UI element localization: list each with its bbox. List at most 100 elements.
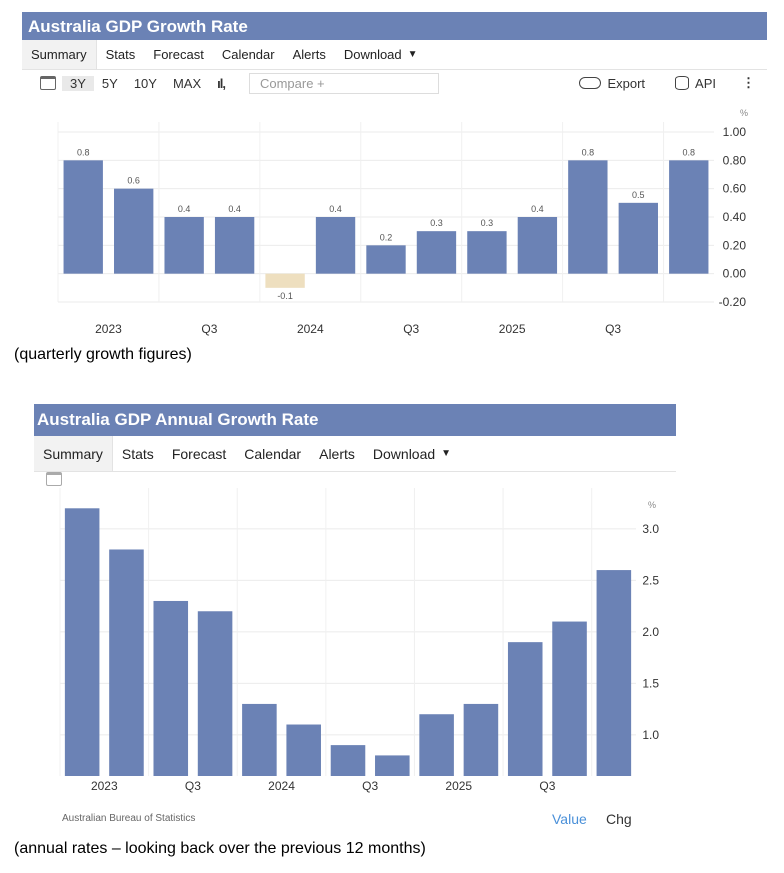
x-tick-label: 2025	[499, 322, 526, 336]
data-label: 0.4	[178, 204, 191, 214]
bar	[419, 714, 454, 776]
data-label: 0.4	[329, 204, 342, 214]
export-button[interactable]: Export	[607, 75, 646, 91]
bar	[114, 188, 154, 274]
data-label: 0.4	[531, 204, 544, 214]
y-tick-label: 2.5	[642, 573, 659, 587]
chart-title: Australia GDP Annual Growth Rate	[34, 404, 676, 436]
range-5y[interactable]: 5Y	[101, 75, 118, 91]
tab-download[interactable]: Download ▼	[364, 436, 460, 471]
bar	[286, 724, 321, 776]
bar	[164, 217, 204, 274]
bar	[517, 217, 558, 274]
y-unit-label: %	[740, 108, 748, 118]
range-10y[interactable]: 10Y	[133, 75, 157, 91]
tab-download[interactable]: Download ▼	[335, 40, 427, 69]
cloud-download-icon[interactable]	[579, 77, 602, 89]
chg-tab[interactable]: Chg	[606, 811, 632, 827]
chevron-down-icon: ▼	[407, 49, 418, 60]
data-label: 0.3	[481, 218, 494, 228]
x-tick-label: Q3	[605, 322, 621, 336]
x-tick-label: Q3	[539, 779, 555, 793]
bar	[618, 202, 658, 274]
tab-forecast[interactable]: Forecast	[171, 445, 227, 462]
y-tick-label: -0.20	[719, 295, 747, 309]
bar	[416, 231, 457, 274]
bar	[214, 217, 255, 274]
compare-input[interactable]: Compare +	[248, 72, 439, 94]
chart-toolbar-clipped	[34, 472, 676, 486]
bar	[315, 217, 356, 274]
calendar-icon[interactable]	[40, 76, 56, 90]
x-tick-label: Q3	[362, 779, 378, 793]
bar	[63, 160, 103, 274]
tab-calendar[interactable]: Calendar	[244, 445, 302, 462]
y-tick-label: 3.0	[642, 522, 659, 536]
more-options-icon[interactable]: ⋮	[742, 75, 755, 90]
bar	[265, 273, 305, 288]
tab-stats[interactable]: Stats	[121, 445, 154, 462]
chart-toolbar: 3Y 5Y 10Y MAX ıl, Compare + Export API ⋮	[22, 70, 767, 96]
value-tab[interactable]: Value	[552, 811, 587, 827]
tab-bar: Summary Stats Forecast Calendar Alerts D…	[34, 436, 676, 472]
quarterly-growth-panel: Australia GDP Growth Rate Summary Stats …	[22, 12, 767, 336]
bar	[507, 642, 543, 776]
x-tick-label: 2023	[91, 779, 118, 793]
tab-alerts[interactable]: Alerts	[292, 47, 326, 62]
y-tick-label: 0.60	[723, 182, 747, 196]
y-unit-label: %	[648, 500, 656, 510]
caption-annual: (annual rates – looking back over the pr…	[14, 840, 426, 857]
bar	[552, 621, 587, 776]
data-label: 0.8	[582, 147, 595, 157]
bar	[197, 611, 233, 776]
bar	[463, 703, 499, 776]
data-label: 0.2	[380, 232, 393, 242]
bar	[242, 703, 277, 776]
chevron-down-icon: ▼	[441, 448, 452, 459]
data-label: 0.8	[77, 147, 90, 157]
range-3y[interactable]: 3Y	[62, 75, 94, 91]
tab-calendar[interactable]: Calendar	[221, 47, 275, 62]
annual-growth-panel: Australia GDP Annual Growth Rate Summary…	[34, 404, 676, 832]
api-button[interactable]: API	[695, 75, 716, 91]
x-tick-label: 2023	[95, 322, 122, 336]
x-tick-label: Q3	[185, 779, 201, 793]
y-tick-label: 0.80	[723, 153, 747, 167]
bar-chart-icon[interactable]: ıl,	[217, 75, 226, 91]
tab-bar: Summary Stats Forecast Calendar Alerts D…	[22, 40, 767, 70]
tab-alerts[interactable]: Alerts	[319, 445, 355, 462]
y-tick-label: 2.0	[642, 625, 659, 639]
bar	[366, 245, 406, 274]
quarterly-bar-chart: 1.00 0.80 0.60 0.40 0.20 0.00 -0.20% 0.8 0.6 0.4 0…	[57, 108, 748, 336]
tab-summary[interactable]: Summary	[22, 40, 97, 69]
x-tick-label: 2024	[297, 322, 324, 336]
source-label: Australian Bureau of Statistics	[62, 813, 196, 824]
bar	[375, 755, 410, 776]
tab-summary[interactable]: Summary	[34, 436, 113, 471]
range-max[interactable]: MAX	[172, 75, 202, 91]
tab-forecast[interactable]: Forecast	[153, 47, 204, 62]
data-label: 0.8	[683, 147, 696, 157]
right-tools: Export API ⋮	[579, 75, 767, 91]
bar	[330, 745, 366, 776]
y-tick-label: 1.00	[723, 125, 747, 139]
x-tick-label: 2025	[445, 779, 472, 793]
x-tick-label: Q3	[201, 322, 217, 336]
database-icon[interactable]	[675, 76, 690, 90]
calendar-icon[interactable]	[46, 472, 62, 486]
caption-quarterly: (quarterly growth figures)	[14, 346, 192, 363]
annual-bar-chart: 3.0 2.5 2.0 1.5 1.0% 2023 Q3 2024 Q3 2025 Q3	[59, 488, 659, 793]
tab-stats[interactable]: Stats	[105, 47, 136, 62]
y-tick-label: 1.5	[642, 676, 659, 690]
x-tick-label: 2024	[268, 779, 295, 793]
bar	[109, 549, 144, 776]
tab-download-label: Download	[372, 445, 436, 462]
bar	[596, 570, 632, 776]
y-tick-label: 1.0	[642, 728, 659, 742]
tab-download-label: Download	[343, 47, 402, 62]
bar	[568, 160, 608, 274]
chart-title: Australia GDP Growth Rate	[22, 12, 767, 40]
bar	[467, 231, 507, 274]
data-label: 0.5	[632, 190, 645, 200]
bar	[153, 600, 189, 776]
